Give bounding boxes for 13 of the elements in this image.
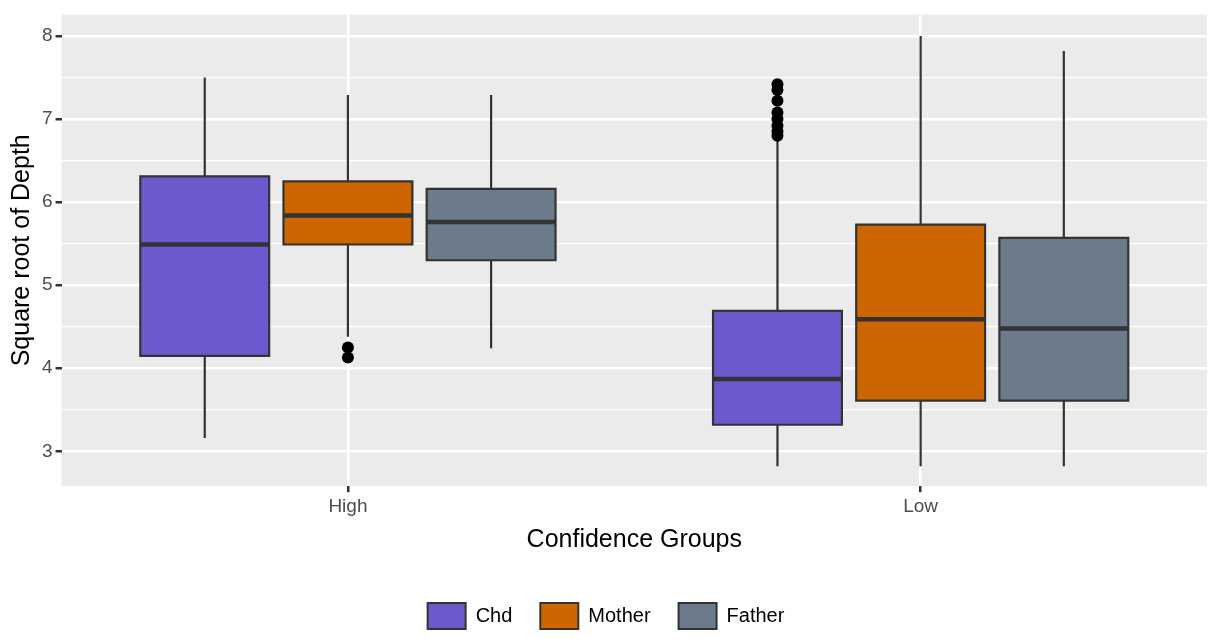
y-axis-title: Square root of Depth <box>5 134 34 367</box>
x-tick-label: Low <box>903 494 939 516</box>
y-tick-label: 7 <box>41 107 53 129</box>
y-tick-label: 8 <box>41 24 53 46</box>
x-axis-title: Confidence Groups <box>526 523 742 552</box>
y-tick-label: 5 <box>41 273 53 295</box>
y-tick-label: 4 <box>41 356 53 378</box>
x-tick-label: High <box>328 494 368 516</box>
legend-label: Mother <box>588 603 651 626</box>
y-tick-label: 3 <box>41 439 53 461</box>
legend-label: Chd <box>475 603 513 626</box>
y-tick-label: 6 <box>41 190 53 212</box>
legend-label: Father <box>726 603 785 626</box>
